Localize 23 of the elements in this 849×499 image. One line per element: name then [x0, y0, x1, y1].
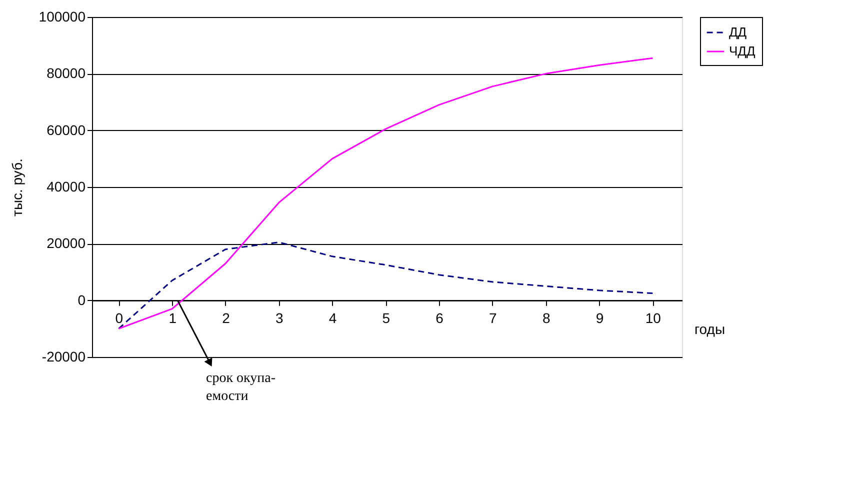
- y-tick-label: 80000: [46, 65, 86, 82]
- x-tick-label: 9: [596, 310, 604, 326]
- x-tick-label: 5: [382, 310, 390, 326]
- x-tick-label: 1: [168, 310, 177, 326]
- legend-label: ДД: [729, 24, 747, 40]
- y-axis-title: тыс. руб.: [8, 158, 25, 216]
- x-tick-label: 7: [489, 310, 498, 326]
- y-tick-label: -20000: [42, 348, 86, 364]
- x-tick-label: 8: [542, 310, 550, 326]
- legend-label: ЧДД: [729, 44, 756, 58]
- text: срок окупа- емости: [206, 371, 276, 404]
- y-tick-label: 60000: [46, 122, 86, 138]
- y-tick-label: 20000: [46, 235, 86, 252]
- x-tick-label: 3: [275, 310, 284, 326]
- x-tick-label: 0: [115, 310, 124, 326]
- y-tick-label: 40000: [46, 178, 86, 194]
- x-axis-title: годы: [694, 320, 726, 337]
- x-tick-label: 6: [436, 310, 444, 326]
- y-tick-label: 100000: [38, 8, 86, 24]
- x-tick-label: 10: [645, 310, 662, 326]
- y-tick-label: 0: [78, 292, 86, 308]
- x-tick-label: 2: [222, 310, 230, 326]
- x-tick-label: 4: [328, 310, 337, 326]
